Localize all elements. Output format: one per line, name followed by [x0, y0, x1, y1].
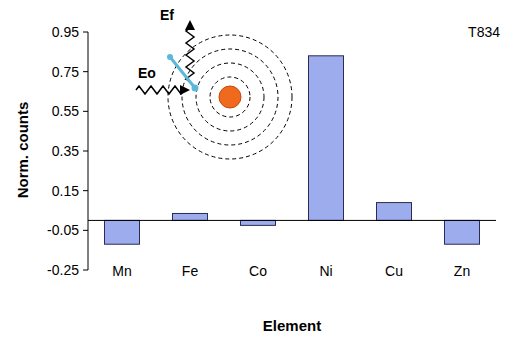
shell — [182, 49, 278, 145]
x-tick-label: Fe — [182, 263, 199, 279]
bar — [241, 220, 276, 225]
y-tick-label: 0.95 — [52, 24, 79, 40]
bar — [173, 213, 208, 220]
y-tick — [83, 270, 88, 271]
y-tick — [83, 71, 88, 72]
annotation: Ef — [160, 7, 174, 23]
y-tick — [83, 111, 88, 112]
x-tick-label: Ni — [319, 263, 332, 279]
electron — [192, 85, 199, 92]
shell — [210, 77, 250, 117]
y-tick-label: 0.15 — [52, 183, 79, 199]
y-tick — [83, 151, 88, 152]
nucleus — [219, 86, 241, 108]
bar — [377, 203, 412, 221]
chart: -0.25 -0.05 0.15 0.35 0.55 0.75 0.95 Mn Fe Co Ni Cu… — [0, 0, 521, 342]
bar — [105, 220, 140, 244]
y-axis-label: Norm. counts — [14, 102, 31, 199]
incoming-photon — [136, 86, 184, 94]
y-tick — [83, 32, 88, 33]
transition — [170, 57, 195, 88]
arrow-head — [185, 20, 195, 30]
arrow-head — [180, 85, 190, 95]
x-tick-label: Zn — [454, 263, 470, 279]
y-tick-label: 0.75 — [52, 64, 79, 80]
x-axis-label: Element — [263, 317, 321, 334]
x-tick-label: Co — [249, 263, 267, 279]
bar — [445, 220, 480, 244]
annotation: T834 — [468, 24, 500, 40]
x-tick-label: Cu — [385, 263, 403, 279]
y-tick — [83, 230, 88, 231]
electron — [167, 54, 173, 60]
y-tick-label: 0.35 — [52, 143, 79, 159]
x-axis — [88, 220, 496, 221]
annotation: Eo — [138, 65, 156, 81]
chart-root: -0.25 -0.05 0.15 0.35 0.55 0.75 0.95 Mn Fe Co Ni Cu… — [0, 0, 521, 342]
shell — [196, 63, 264, 131]
bar — [309, 56, 344, 221]
y-tick-label: -0.05 — [47, 222, 79, 238]
shell — [168, 35, 292, 159]
atom-diagram — [136, 20, 292, 159]
y-tick-label: -0.25 — [47, 262, 79, 278]
y-tick-label: 0.55 — [52, 103, 79, 119]
emitted-photon — [186, 28, 194, 82]
x-tick-label: Mn — [112, 263, 131, 279]
y-tick — [83, 190, 88, 191]
bars — [105, 56, 480, 244]
